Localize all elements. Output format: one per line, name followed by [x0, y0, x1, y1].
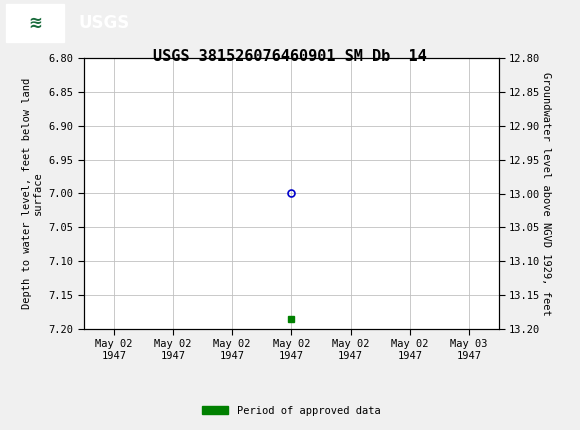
Text: USGS 381526076460901 SM Db  14: USGS 381526076460901 SM Db 14: [153, 49, 427, 64]
Bar: [6, 3, 64, 42]
Y-axis label: Depth to water level, feet below land
surface: Depth to water level, feet below land su…: [21, 78, 43, 309]
Legend: Period of approved data: Period of approved data: [198, 402, 385, 420]
Text: USGS: USGS: [78, 14, 129, 31]
Y-axis label: Groundwater level above NGVD 1929, feet: Groundwater level above NGVD 1929, feet: [541, 72, 551, 315]
Text: ≋: ≋: [28, 14, 42, 31]
